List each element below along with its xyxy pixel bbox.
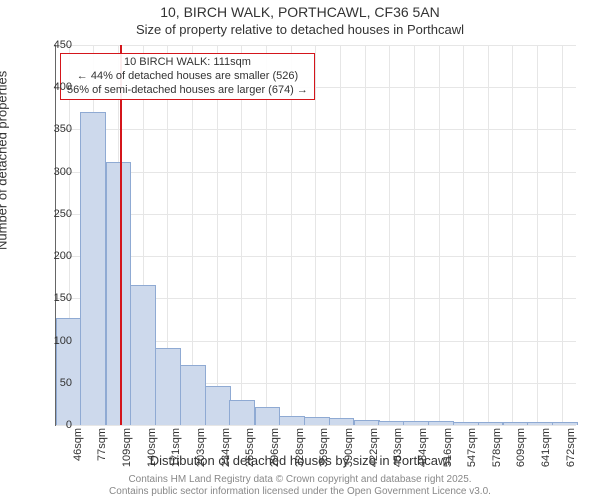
x-tick-label: 672sqm <box>565 428 577 467</box>
callout-line: 10 BIRCH WALK: 111sqm <box>67 56 308 70</box>
x-tick-label: 547sqm <box>466 428 478 467</box>
chart-title-line2: Size of property relative to detached ho… <box>0 22 600 37</box>
histogram-bar <box>279 416 305 425</box>
x-tick-label: 296sqm <box>269 428 281 467</box>
histogram-bar <box>329 418 355 425</box>
histogram-bar <box>403 421 429 425</box>
histogram-bar <box>527 422 553 425</box>
footer-line-1: Contains HM Land Registry data © Crown c… <box>0 474 600 486</box>
x-tick-label: 328sqm <box>294 428 306 467</box>
y-tick-label: 150 <box>32 292 72 304</box>
histogram-bar <box>478 422 504 425</box>
gridline-v <box>365 45 366 425</box>
callout-line: ← 44% of detached houses are smaller (52… <box>67 70 308 84</box>
histogram-bar <box>503 422 529 425</box>
histogram-bar <box>453 422 479 425</box>
x-tick-label: 109sqm <box>121 428 133 467</box>
chart-footer: Contains HM Land Registry data © Crown c… <box>0 474 600 498</box>
y-tick-label: 100 <box>32 335 72 347</box>
plot-area: 10 BIRCH WALK: 111sqm← 44% of detached h… <box>55 45 576 426</box>
callout-line: 56% of semi-detached houses are larger (… <box>67 84 308 98</box>
x-tick-label: 516sqm <box>442 428 454 467</box>
gridline-v <box>241 45 242 425</box>
x-tick-label: 359sqm <box>318 428 330 467</box>
x-tick-label: 641sqm <box>540 428 552 467</box>
histogram-bar <box>428 421 454 425</box>
histogram-bar <box>106 162 132 425</box>
gridline-v <box>315 45 316 425</box>
x-tick-label: 484sqm <box>417 428 429 467</box>
y-tick-label: 250 <box>32 208 72 220</box>
histogram-bar <box>205 386 231 425</box>
gridline-v <box>439 45 440 425</box>
chart-title-line1: 10, BIRCH WALK, PORTHCAWL, CF36 5AN <box>0 4 600 20</box>
histogram-bar <box>229 400 255 425</box>
y-tick-label: 350 <box>32 123 72 135</box>
histogram-bar <box>378 421 404 425</box>
property-marker-line <box>120 45 122 425</box>
histogram-bar <box>552 422 578 425</box>
histogram-bar <box>354 420 380 425</box>
histogram-bar <box>304 417 330 425</box>
x-tick-label: 77sqm <box>96 428 108 461</box>
gridline-v <box>463 45 464 425</box>
x-tick-label: 203sqm <box>195 428 207 467</box>
x-tick-label: 234sqm <box>220 428 232 467</box>
gridline-v <box>340 45 341 425</box>
y-tick-label: 200 <box>32 250 72 262</box>
gridline-h <box>56 425 576 426</box>
gridline-v <box>512 45 513 425</box>
y-tick-label: 50 <box>32 377 72 389</box>
property-callout: 10 BIRCH WALK: 111sqm← 44% of detached h… <box>60 53 315 100</box>
gridline-v <box>217 45 218 425</box>
x-tick-label: 453sqm <box>392 428 404 467</box>
histogram-bar <box>255 407 281 425</box>
histogram-bar <box>80 112 106 425</box>
x-tick-label: 46sqm <box>72 428 84 461</box>
gridline-v <box>537 45 538 425</box>
x-tick-label: 265sqm <box>244 428 256 467</box>
x-tick-label: 171sqm <box>170 428 182 467</box>
x-tick-label: 422sqm <box>368 428 380 467</box>
y-tick-label: 400 <box>32 81 72 93</box>
gridline-v <box>414 45 415 425</box>
gridline-v <box>266 45 267 425</box>
y-tick-label: 0 <box>32 419 72 431</box>
histogram-bar <box>130 285 156 425</box>
y-tick-label: 300 <box>32 166 72 178</box>
footer-line-2: Contains public sector information licen… <box>0 486 600 498</box>
gridline-v <box>291 45 292 425</box>
gridline-v <box>389 45 390 425</box>
x-tick-label: 390sqm <box>343 428 355 467</box>
x-tick-label: 578sqm <box>491 428 503 467</box>
gridline-v <box>562 45 563 425</box>
x-tick-label: 609sqm <box>515 428 527 467</box>
y-axis-label: Number of detached properties <box>0 71 10 250</box>
gridline-v <box>488 45 489 425</box>
x-tick-label: 140sqm <box>146 428 158 467</box>
histogram-bar <box>155 348 181 425</box>
histogram-bar <box>180 365 206 425</box>
y-tick-label: 450 <box>32 39 72 51</box>
